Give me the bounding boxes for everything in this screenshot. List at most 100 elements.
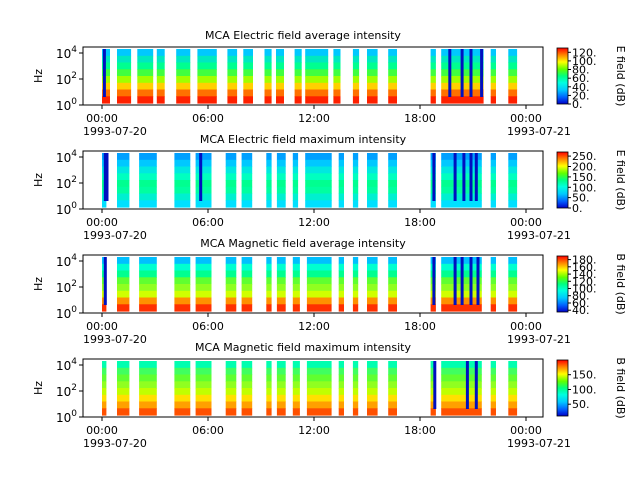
spectrogram-cell (225, 408, 237, 416)
spectrogram-cell (388, 62, 397, 70)
spectrogram-cell (388, 200, 397, 208)
spectrogram-cell (243, 89, 253, 97)
x-date-label: 1993-07-21 (507, 437, 571, 450)
spectrogram-cell (225, 270, 237, 278)
spectrogram-cell (333, 69, 341, 77)
spectrogram-cell (243, 96, 253, 104)
spectrogram-cell (430, 408, 436, 416)
spectrogram-cell (195, 304, 212, 312)
colorbar-tick-label: 150. (572, 369, 597, 382)
spectrogram-cell (367, 257, 378, 265)
spectrogram-cell (430, 76, 436, 84)
spectrogram-cell (174, 159, 191, 168)
spectrogram-cell (139, 193, 157, 201)
spectrogram-cell (441, 394, 482, 403)
spectrogram-cell (367, 290, 378, 299)
spectrogram-cell (292, 394, 300, 403)
spectrogram-cell (388, 89, 397, 97)
spectrogram-cell (139, 388, 157, 396)
spectrogram-cell (174, 361, 191, 369)
spectrogram-cell (102, 55, 110, 64)
y-axis-label: Hz (32, 69, 45, 83)
spectrogram-cell (117, 76, 132, 84)
spectrogram-cell (338, 388, 344, 396)
spectrogram-cell (276, 159, 286, 168)
spectrogram-cell (294, 62, 302, 70)
spectrogram-cell (102, 367, 107, 376)
spectrogram-cell (276, 166, 286, 174)
spectrogram-cell (243, 62, 253, 70)
spectrogram-cell (306, 304, 332, 312)
spectrogram-cell (117, 69, 132, 77)
spectrogram-cell (508, 76, 518, 84)
spectrogram-cell (264, 49, 272, 57)
colorbar-tick-label: 150. (572, 171, 597, 184)
spectrogram-cell (117, 200, 130, 208)
spectrogram-cell (338, 159, 344, 168)
spectrogram-cell (266, 186, 272, 195)
spectrogram-cell (266, 290, 272, 299)
spectrogram-cell (103, 153, 107, 201)
spectrogram-cell (241, 374, 253, 382)
spectrogram-cell (508, 193, 518, 201)
spectrogram-cell (117, 55, 132, 64)
spectrogram-cell (139, 159, 157, 168)
y-tick-label: 100 (56, 409, 77, 425)
spectrogram-cell (441, 200, 482, 208)
spectrogram-cell (469, 49, 473, 97)
plot-frame (82, 254, 544, 314)
spectrogram-cell (490, 277, 496, 285)
spectrogram-cell (266, 388, 272, 396)
spectrogram-cell (352, 76, 360, 84)
spectrogram-cell (174, 388, 191, 396)
spectrogram-cell (241, 257, 253, 265)
spectrogram-cell (508, 381, 518, 389)
spectrogram-cell (474, 153, 478, 201)
spectrogram-cell (139, 180, 157, 188)
spectrogram-cell (338, 186, 344, 195)
spectrogram-cell (294, 96, 302, 104)
spectrogram-cell (305, 55, 329, 64)
spectrogram-cell (441, 159, 482, 168)
spectrogram-cell (241, 166, 253, 174)
spectrogram-cell (333, 76, 341, 84)
spectrogram-cell (227, 76, 238, 84)
spectrogram-cell (156, 76, 165, 84)
spectrogram-cell (306, 284, 332, 292)
spectrogram-cell (352, 257, 359, 265)
spectrogram-cell (490, 388, 496, 396)
spectrogram-cell (264, 62, 272, 70)
spectrogram-cell (197, 62, 217, 70)
spectrogram-cell (241, 394, 253, 403)
spectrogram-cell (490, 180, 496, 188)
spectrogram-cell (490, 408, 496, 416)
spectrogram-cell (490, 304, 496, 312)
spectrogram-cell (195, 284, 212, 292)
spectrogram-cell (225, 394, 237, 403)
spectrogram-cell (338, 381, 344, 389)
spectrogram-cell (276, 408, 286, 416)
spectrogram-cell (367, 193, 378, 201)
spectrogram-cell (292, 173, 299, 181)
spectrogram-cell (174, 270, 191, 278)
spectrogram-cell (195, 367, 212, 376)
spectrogram-cell (292, 159, 299, 168)
spectrogram-cell (117, 374, 130, 382)
spectrogram-cell (117, 270, 130, 278)
spectrogram-cell (338, 257, 344, 265)
spectrogram-cell (117, 263, 130, 272)
spectrogram-cell (225, 284, 237, 292)
spectrogram-cell (367, 180, 378, 188)
spectrogram-cell (276, 270, 286, 278)
colorbar-tick-label: 100. (572, 55, 597, 68)
spectrogram-cell (367, 69, 378, 77)
spectrogram-cell (490, 173, 496, 181)
spectrogram-cell (117, 62, 132, 70)
x-tick-label: 06:00 (192, 424, 224, 437)
spectrogram-cell (276, 290, 286, 299)
spectrogram-cell (102, 304, 107, 312)
spectrogram-cell (276, 304, 286, 312)
spectrogram-cell (292, 388, 300, 396)
spectrogram-cell (352, 49, 360, 57)
spectrogram-cell (117, 89, 132, 97)
